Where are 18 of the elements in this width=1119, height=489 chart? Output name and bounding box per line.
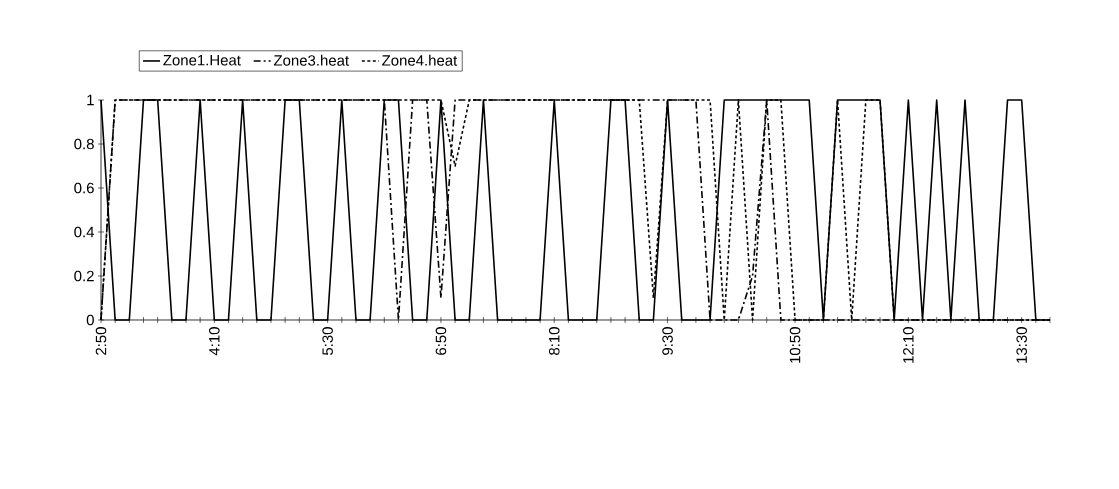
y-tick-label: 0 bbox=[86, 314, 94, 326]
legend-label: Zone1.Heat bbox=[163, 55, 241, 66]
x-tick-label: 8:10 bbox=[548, 327, 560, 355]
y-tick-label: 0.6 bbox=[74, 182, 94, 194]
x-tick-label: 6:50 bbox=[435, 327, 447, 355]
x-tick-label: 9:30 bbox=[662, 327, 673, 355]
x-tick-label: 10:50 bbox=[789, 327, 801, 363]
y-tick-label: 0.4 bbox=[74, 226, 95, 238]
x-tick-label: 12:10 bbox=[903, 327, 914, 363]
x-tick-label: 2:50 bbox=[95, 327, 107, 355]
y-tick-label: 0.2 bbox=[74, 270, 94, 282]
legend-label: Zone4.heat bbox=[382, 54, 458, 66]
y-tick-label: 0.8 bbox=[74, 138, 94, 150]
y-tick-label: 1 bbox=[87, 94, 94, 106]
x-tick-label: 4:10 bbox=[209, 327, 220, 356]
legend-label: Zone3.heat bbox=[273, 54, 349, 66]
x-tick-label: 13:30 bbox=[1016, 327, 1027, 363]
x-tick-label: 5:30 bbox=[322, 327, 333, 355]
